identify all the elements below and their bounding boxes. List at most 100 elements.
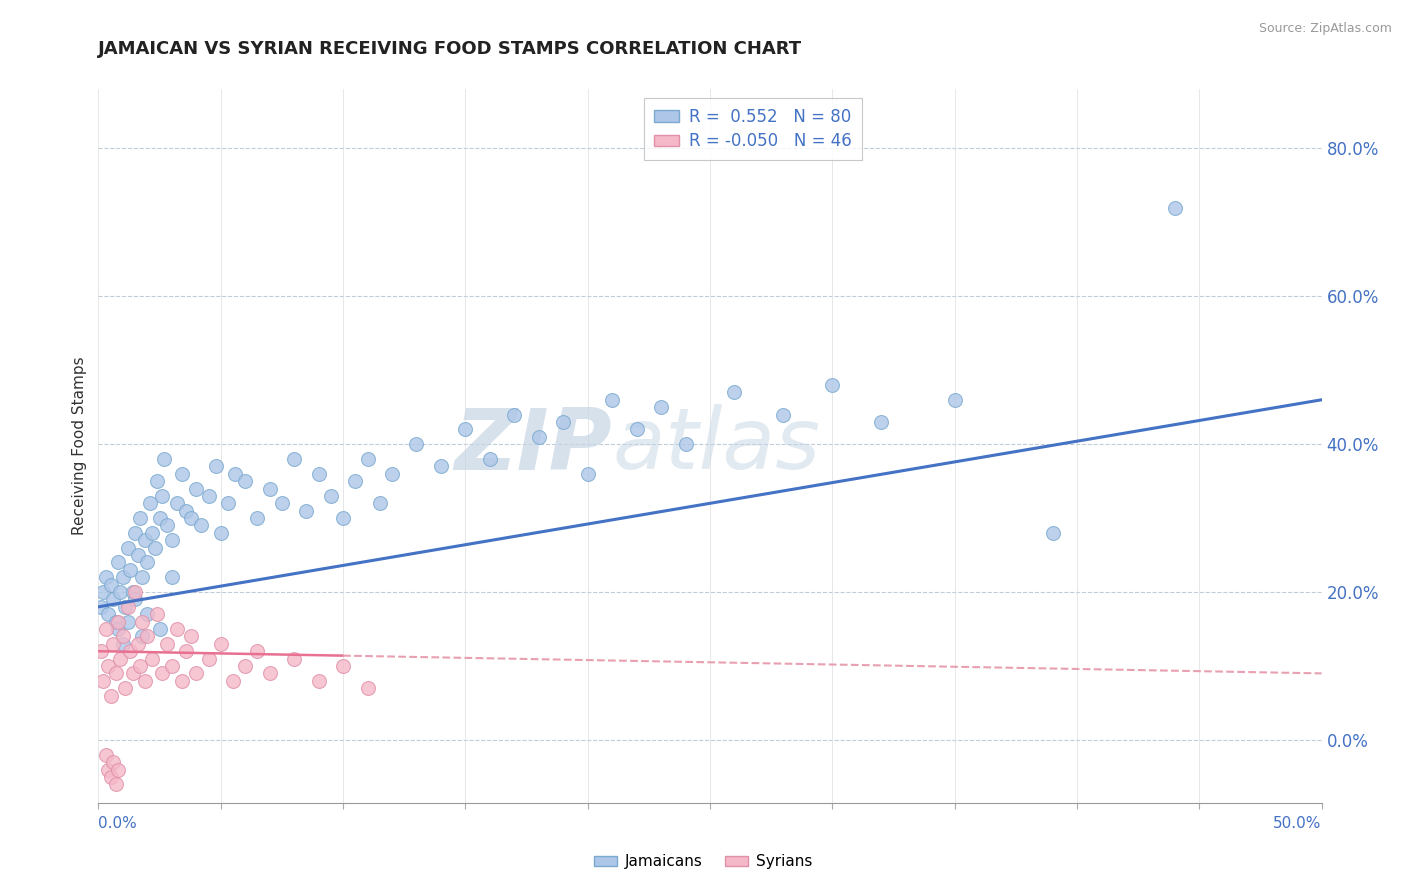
Point — [150, 489, 173, 503]
Point — [1164, 201, 1187, 215]
Point — [217, 496, 239, 510]
Text: ZIP: ZIP — [454, 404, 612, 488]
Point — [356, 452, 378, 467]
Point — [91, 673, 114, 688]
Point — [478, 452, 501, 467]
Point — [131, 570, 153, 584]
Point — [222, 673, 245, 688]
Point — [121, 666, 143, 681]
Point — [180, 629, 202, 643]
Point — [97, 763, 120, 777]
Point — [233, 659, 256, 673]
Point — [675, 437, 697, 451]
Point — [143, 541, 166, 555]
Point — [170, 673, 193, 688]
Point — [100, 689, 122, 703]
Point — [121, 585, 143, 599]
Point — [166, 496, 188, 510]
Point — [134, 673, 156, 688]
Point — [107, 622, 129, 636]
Point — [205, 459, 228, 474]
Point — [170, 467, 193, 481]
Point — [117, 599, 139, 614]
Point — [259, 666, 281, 681]
Point — [503, 408, 526, 422]
Point — [772, 408, 794, 422]
Point — [527, 430, 550, 444]
Point — [259, 482, 281, 496]
Point — [91, 585, 114, 599]
Point — [110, 651, 132, 665]
Point — [319, 489, 342, 503]
Point — [131, 629, 153, 643]
Point — [626, 422, 648, 436]
Point — [100, 577, 122, 591]
Point — [821, 378, 844, 392]
Point — [94, 570, 117, 584]
Point — [209, 637, 232, 651]
Point — [870, 415, 893, 429]
Point — [100, 770, 122, 784]
Point — [197, 489, 219, 503]
Point — [141, 651, 163, 665]
Point — [120, 644, 142, 658]
Point — [149, 622, 172, 636]
Point — [405, 437, 427, 451]
Point — [600, 392, 623, 407]
Point — [94, 747, 117, 762]
Point — [943, 392, 966, 407]
Point — [124, 592, 146, 607]
Point — [344, 474, 367, 488]
Point — [156, 518, 179, 533]
Point — [124, 525, 146, 540]
Point — [308, 467, 330, 481]
Point — [332, 511, 354, 525]
Point — [111, 570, 134, 584]
Point — [111, 629, 134, 643]
Point — [190, 518, 212, 533]
Point — [97, 607, 120, 622]
Point — [186, 666, 208, 681]
Point — [270, 496, 294, 510]
Point — [107, 615, 129, 629]
Point — [139, 496, 162, 510]
Point — [97, 659, 120, 673]
Point — [368, 496, 391, 510]
Text: atlas: atlas — [612, 404, 820, 488]
Point — [114, 681, 136, 696]
Point — [111, 637, 134, 651]
Text: 50.0%: 50.0% — [1274, 816, 1322, 831]
Point — [104, 777, 127, 791]
Point — [101, 755, 124, 769]
Point — [295, 504, 318, 518]
Point — [120, 563, 142, 577]
Point — [141, 525, 163, 540]
Point — [110, 585, 132, 599]
Point — [576, 467, 599, 481]
Point — [283, 651, 305, 665]
Point — [1042, 525, 1064, 540]
Point — [160, 570, 183, 584]
Legend: R =  0.552   N = 80, R = -0.050   N = 46: R = 0.552 N = 80, R = -0.050 N = 46 — [644, 97, 862, 161]
Point — [136, 629, 159, 643]
Point — [176, 644, 198, 658]
Point — [160, 533, 183, 548]
Text: JAMAICAN VS SYRIAN RECEIVING FOOD STAMPS CORRELATION CHART: JAMAICAN VS SYRIAN RECEIVING FOOD STAMPS… — [98, 40, 803, 58]
Point — [454, 422, 477, 436]
Point — [94, 622, 117, 636]
Point — [283, 452, 305, 467]
Point — [160, 659, 183, 673]
Legend: Jamaicans, Syrians: Jamaicans, Syrians — [588, 848, 818, 875]
Point — [146, 474, 169, 488]
Point — [156, 637, 179, 651]
Point — [430, 459, 453, 474]
Point — [146, 607, 169, 622]
Point — [134, 533, 156, 548]
Point — [107, 763, 129, 777]
Point — [117, 541, 139, 555]
Text: Source: ZipAtlas.com: Source: ZipAtlas.com — [1258, 22, 1392, 36]
Point — [153, 452, 176, 467]
Point — [553, 415, 575, 429]
Point — [149, 511, 172, 525]
Point — [233, 474, 256, 488]
